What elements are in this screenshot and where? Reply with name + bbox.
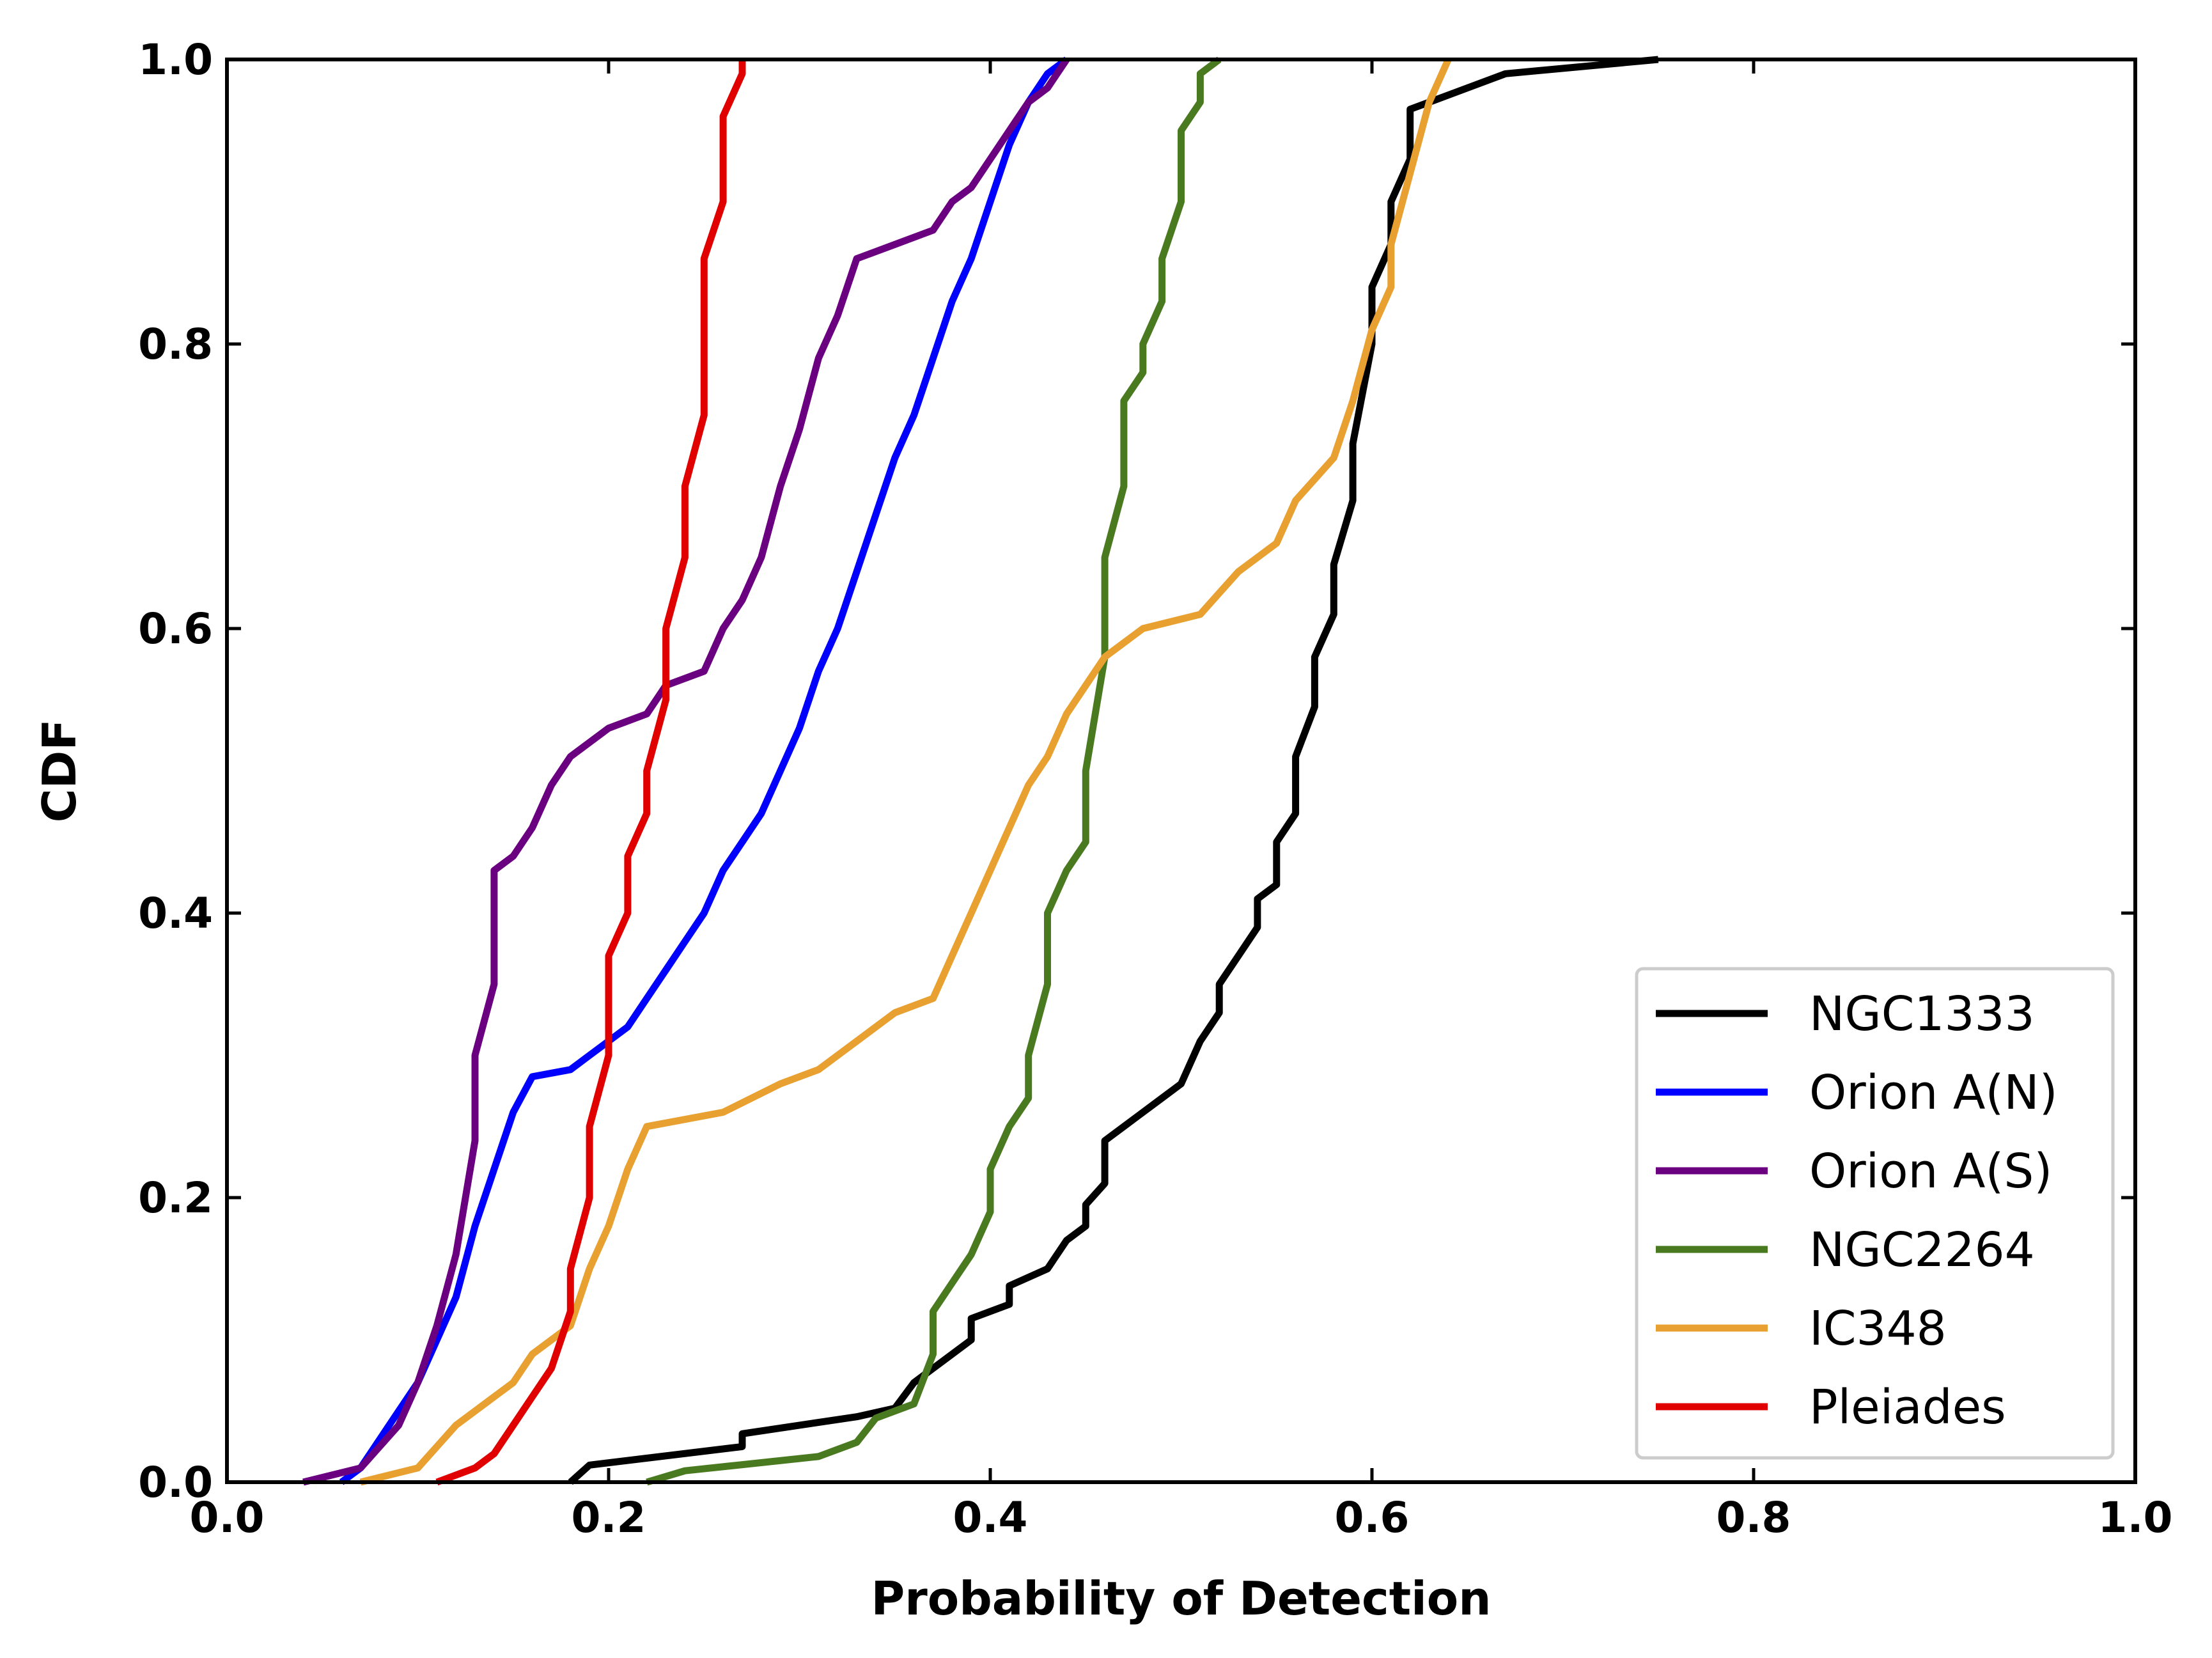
legend-label-3: NGC2264 (1809, 1223, 2035, 1278)
x-tick-label: 0.8 (1717, 1493, 1791, 1542)
x-tick-label: 1.0 (2098, 1493, 2173, 1542)
series-line-4 (359, 58, 1452, 1486)
series-lines (302, 56, 1659, 1486)
y-tick-label: 0.6 (138, 604, 213, 653)
tick-labels: 0.0 0.2 0.4 0.6 0.8 1.0 0.0 0.2 0.4 0.6 0.8 1.0 (138, 35, 2172, 1542)
axis-ticks (225, 58, 2137, 1484)
legend-label-4: IC348 (1809, 1301, 1947, 1356)
series-line-2 (302, 57, 1070, 1486)
y-tick-label: 1.0 (138, 35, 213, 84)
y-tick-label: 0.8 (138, 320, 213, 369)
legend: NGC1333 Orion A(N) Orion A(S) NGC2264 IC348 P… (1635, 967, 2115, 1460)
x-tick-label: 0.2 (572, 1493, 646, 1542)
y-axis-label: CDF (33, 719, 86, 823)
legend-label-0: NGC1333 (1809, 987, 2035, 1042)
y-tick-label: 0.0 (138, 1458, 213, 1507)
x-tick-label: 0.0 (190, 1493, 265, 1542)
x-axis-label: Probability of Detection (871, 1572, 1491, 1625)
y-tick-label: 0.4 (138, 889, 213, 938)
series-line-1 (339, 56, 1069, 1485)
series-line-3 (646, 56, 1222, 1486)
legend-label-1: Orion A(N) (1809, 1065, 2058, 1120)
y-tick-label: 0.2 (138, 1173, 213, 1223)
plot-frame (225, 58, 2137, 1484)
x-tick-label: 0.6 (1335, 1493, 1410, 1542)
legend-label-2: Orion A(S) (1809, 1144, 2052, 1199)
series-line-5 (435, 59, 746, 1486)
legend-label-5: Pleiades (1809, 1380, 2006, 1435)
x-tick-label: 0.4 (953, 1493, 1028, 1542)
